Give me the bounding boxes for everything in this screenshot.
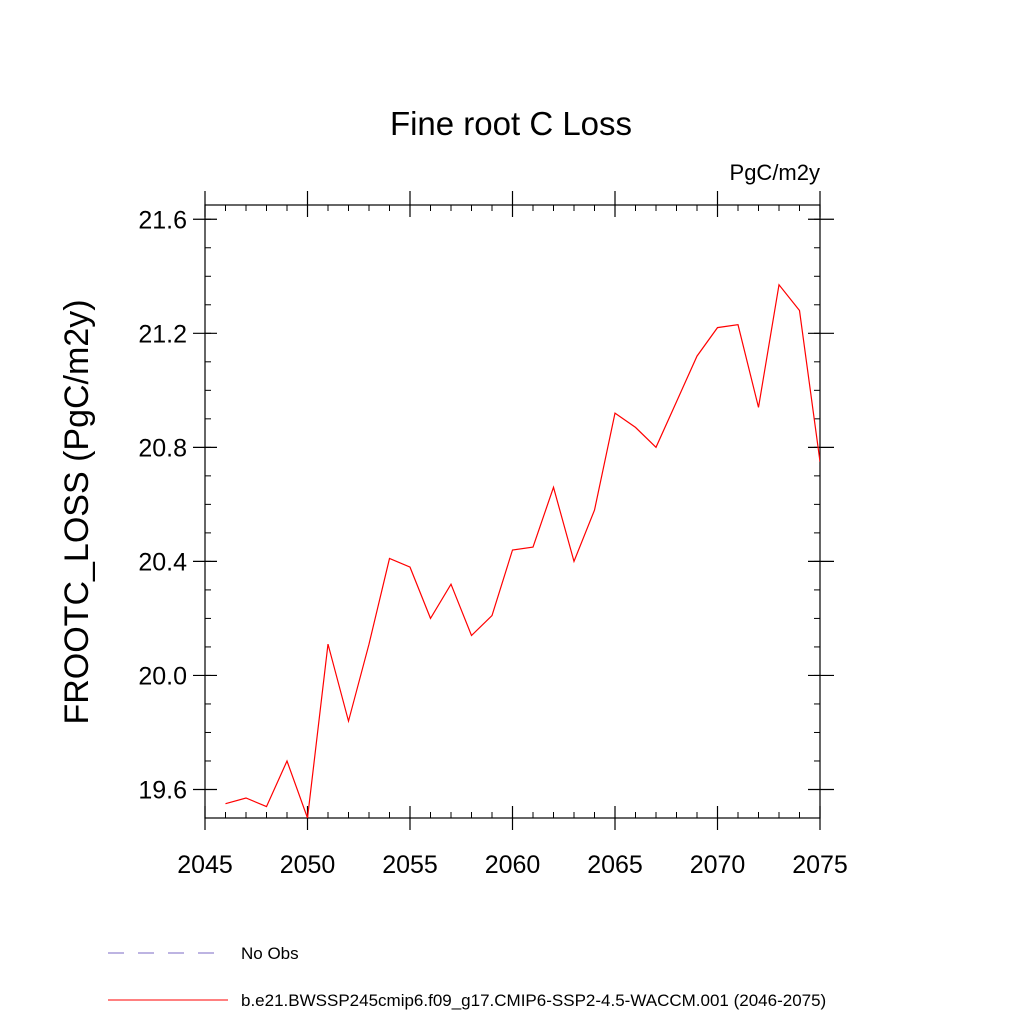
legend: No Obs b.e21.BWSSP245cmip6.f09_g17.CMIP6… [108,944,826,1010]
plot-frame [204,204,821,819]
x-tick-label: 2045 [177,851,233,879]
x-tick-label: 2060 [485,851,541,879]
units-label: PgC/m2y [730,160,820,185]
y-tick-label: 20.4 [138,548,187,576]
legend-label-model-run: b.e21.BWSSP245cmip6.f09_g17.CMIP6-SSP2-4… [241,991,826,1010]
y-tick-label: 21.6 [138,206,187,234]
x-tick-label: 2075 [792,851,848,879]
x-tick-label: 2070 [690,851,746,879]
legend-label-no-obs: No Obs [241,944,299,963]
chart-title: Fine root C Loss [390,105,632,142]
x-tick-label: 2055 [382,851,438,879]
y-tick-label: 20.8 [138,434,187,462]
y-tick-label: 21.2 [138,320,187,348]
axes: 2045 2050 2055 2060 2065 2070 2075 19.6 20.0 20.4… [138,191,848,879]
x-tick-label: 2065 [587,851,643,879]
x-tick-label: 2050 [280,851,336,879]
y-tick-label: 20.0 [138,662,187,690]
y-tick-label: 19.6 [138,776,187,804]
plot-lines [225,283,820,818]
series-line-0 [225,283,820,818]
y-axis-label: FROOTC_LOSS (PgC/m2y) [58,299,96,724]
